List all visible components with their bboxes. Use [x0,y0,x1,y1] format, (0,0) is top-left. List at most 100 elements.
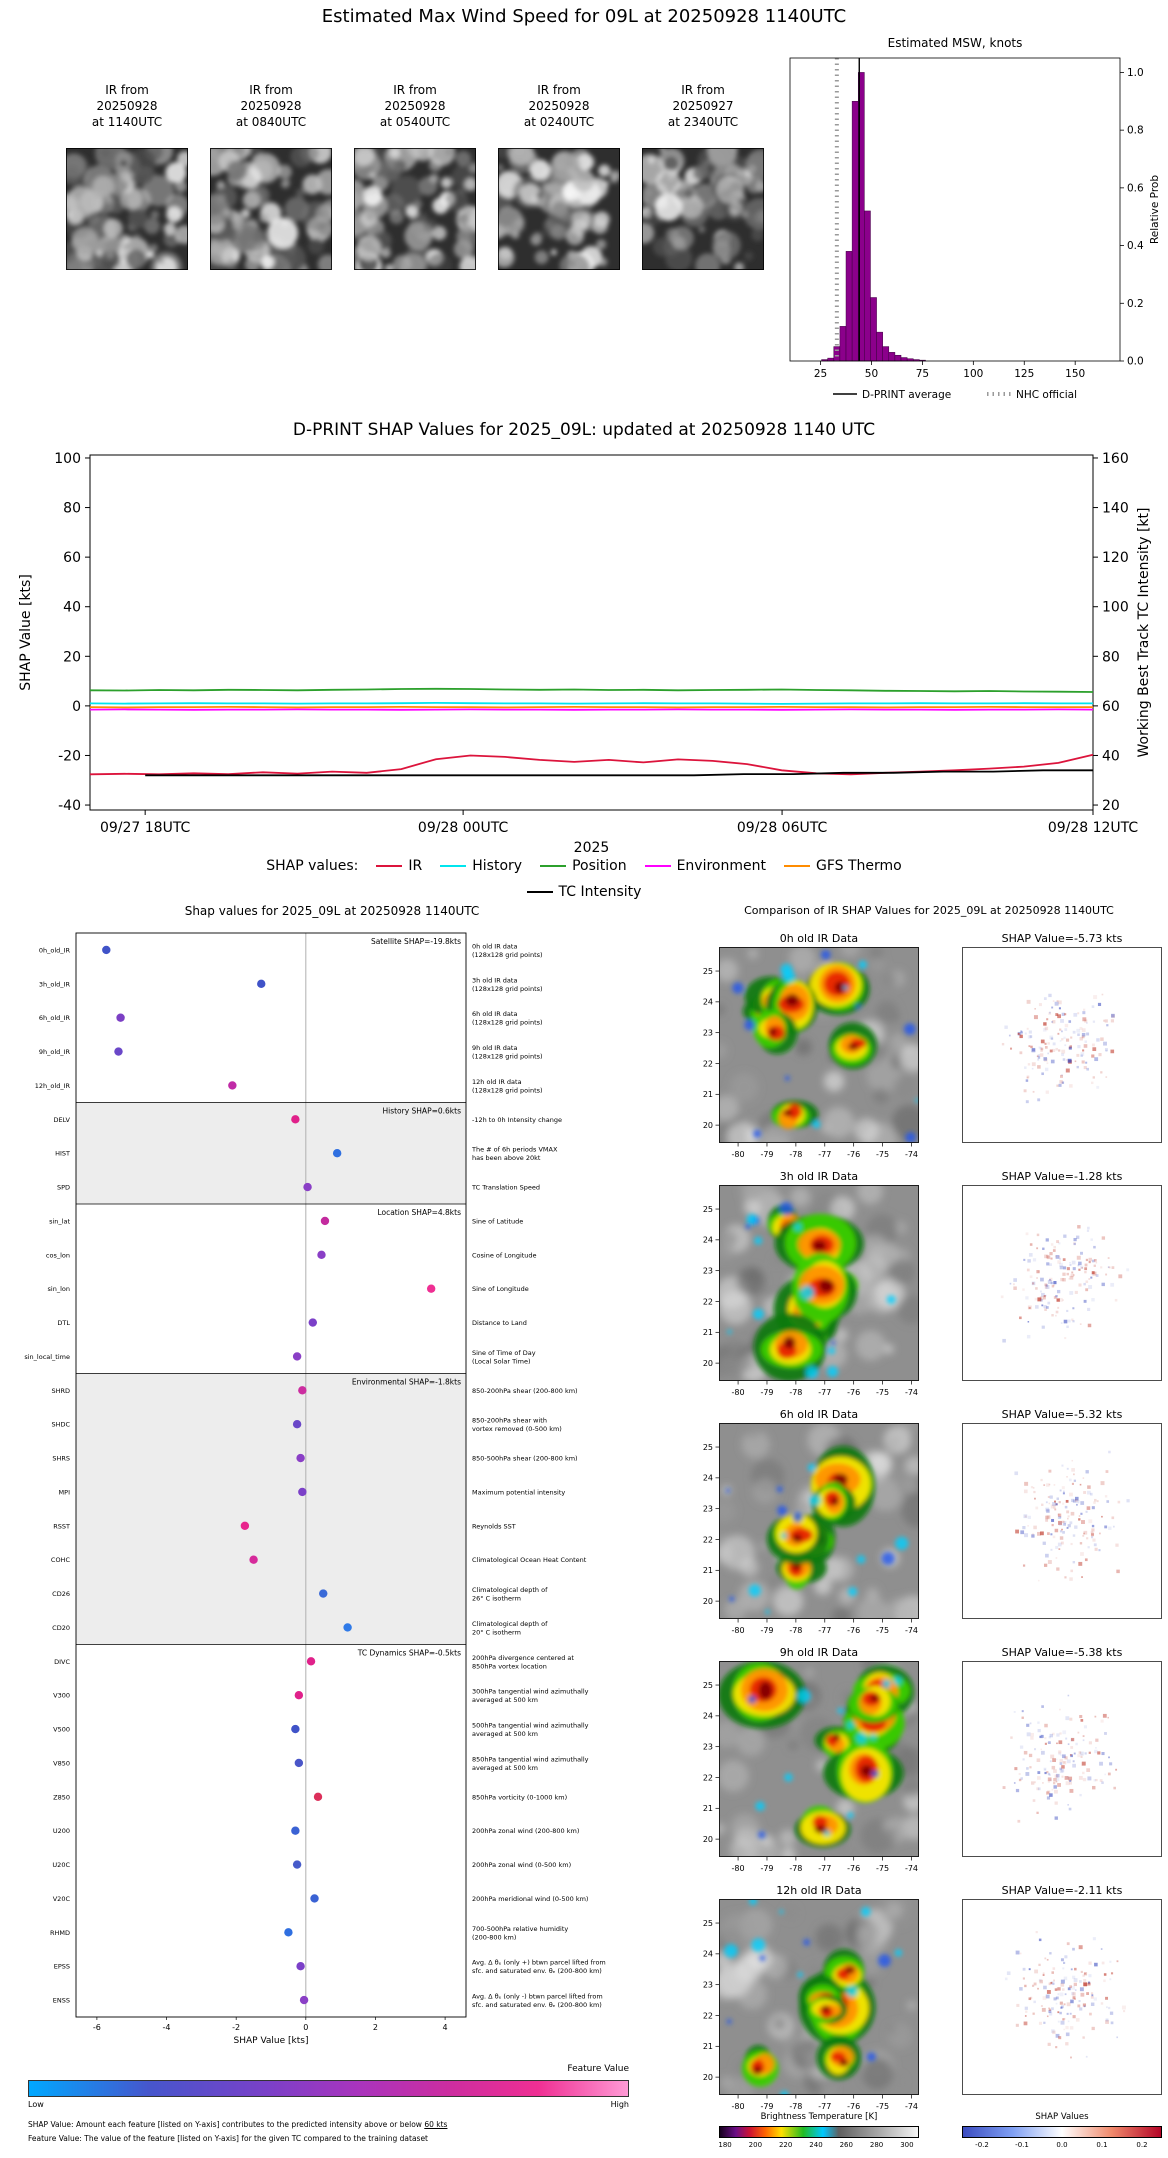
svg-text:-75: -75 [876,2102,889,2111]
svg-text:-4: -4 [163,2023,171,2032]
feature-dot [299,1995,309,2005]
shap-map-title: SHAP Value=-5.32 kts [1001,1408,1123,1421]
ts-ylabel-left: SHAP Value [kts] [18,574,34,691]
bt-colorbar-label: Brightness Temperature [K] [760,2112,878,2122]
legend-swatch [376,865,403,867]
timeseries-legend-row2: TC Intensity [0,884,1168,900]
feature-label: CD20 [52,1624,70,1632]
svg-text:75: 75 [916,368,929,380]
svg-text:-78: -78 [789,1864,802,1873]
dot-xlabel: SHAP Value [kts] [234,2036,309,2046]
svg-text:60: 60 [1102,699,1120,715]
feature-label: SHRD [51,1387,70,1395]
svg-text:0: 0 [72,699,81,715]
feature-dot [284,1928,293,1937]
svg-text:-78: -78 [789,1150,802,1159]
svg-text:-79: -79 [760,1626,773,1635]
feature-dot [291,1115,300,1124]
shap-footnote-underline: 60 kts [424,2120,448,2129]
feature-desc: 6h old IR data (128x128 grid points) [472,1010,543,1027]
svg-text:0.4: 0.4 [1127,240,1144,252]
svg-text:25: 25 [814,368,827,380]
svg-text:-76: -76 [847,1864,860,1873]
feature-desc: 9h old IR data (128x128 grid points) [472,1044,543,1061]
svg-text:24: 24 [703,1950,713,1959]
feature-dot [294,1758,304,1768]
svg-text:-76: -76 [847,1626,860,1635]
feature-dot [294,1690,304,1700]
shap-footnote-text: SHAP Value: Amount each feature [listed … [28,2120,425,2129]
svg-text:100: 100 [1102,600,1129,616]
legend-item-ir: IR [376,858,422,874]
svg-text:125: 125 [1014,368,1034,380]
svg-text:20: 20 [703,1597,713,1606]
legend-swatch [540,865,567,867]
feature-label: sin_lat [49,1217,70,1225]
legend-label: TC Intensity [558,884,642,900]
feature-dot [249,1555,258,1564]
series-position [89,687,1094,693]
svg-text:80: 80 [63,501,81,517]
legend-prefix: SHAP values: [266,858,359,874]
svg-text:-76: -76 [847,2102,860,2111]
shap-colorbar-ticks: -0.2 -0.1 0.0 0.1 0.2 [962,2141,1162,2151]
ir-data-map [719,1423,919,1619]
feature-desc: Sine of Longitude [472,1285,529,1293]
legend-item-tc-intensity: TC Intensity [526,884,642,900]
svg-text:-75: -75 [876,1864,889,1873]
feature-dot [257,979,266,989]
legend-item-gfs-thermo: GFS Thermo [783,858,902,874]
feature-dot [240,1521,250,1531]
feature-desc: Sine of Latitude [472,1217,523,1225]
colorbar-tick: 240 [809,2141,823,2149]
feature-label: COHC [51,1556,71,1564]
series-gfs-thermo [89,705,1093,709]
svg-text:-80: -80 [732,1626,745,1635]
timeseries-title: D-PRINT SHAP Values for 2025_09L: update… [292,420,876,440]
legend-label: History [472,858,523,874]
svg-text:20: 20 [703,2073,713,2082]
svg-text:-75: -75 [876,1626,889,1635]
feature-dot [298,1487,307,1497]
svg-text:-6: -6 [93,2023,101,2032]
svg-text:-80: -80 [732,1864,745,1873]
colorbar-tick: 0.2 [1136,2141,1148,2149]
ir-map-title: 12h old IR Data [776,1884,862,1897]
shap-map-title: SHAP Value=-5.73 kts [1001,932,1123,945]
svg-text:-74: -74 [905,2102,918,2111]
svg-text:23: 23 [703,1742,713,1751]
legend-item-environment: Environment [644,858,766,874]
svg-text:0.2: 0.2 [1127,298,1144,310]
svg-text:100: 100 [963,368,983,380]
legend-nhc-official: NHC official [1016,389,1077,401]
group-header: Environmental SHAP=-1.8kts [352,1377,461,1386]
shap-map-title: SHAP Value=-2.11 kts [1001,1884,1123,1897]
series-tc-intensity [145,769,1093,777]
feature-label: HIST [55,1150,70,1158]
feature-desc: Sine of Time of Day (Local Solar Time) [472,1349,536,1366]
feature-desc: Avg. Δ θₑ (only -) btwn parcel lifted fr… [472,1993,603,2010]
shap-dot-plot: Satellite SHAP=-19.8kts 0h_old_IR 0h old I… [24,932,606,2046]
legend-swatch [783,865,810,867]
svg-text:150: 150 [1065,368,1085,380]
feature-dot [313,1792,323,1802]
svg-text:25: 25 [703,1443,713,1452]
feature-label: V500 [53,1726,70,1734]
feature-desc: Climatological depth of 20° C isotherm [472,1620,548,1637]
feature-label: U20C [52,1861,70,1869]
colorbar-tick: 0.0 [1056,2141,1068,2149]
ir-thumbnail-label: IR from 20250928 at 0240UTC [523,83,595,129]
feature-dot [291,1724,300,1734]
shap-colorbar [962,2126,1162,2138]
legend-swatch [440,865,467,867]
feature-label: MPI [59,1488,71,1496]
feature-label: DIVC [54,1658,70,1666]
svg-text:22: 22 [703,1773,713,1782]
legend-label: GFS Thermo [815,858,902,874]
feature-desc: 850hPa tangential wind azimuthally averag… [472,1755,589,1772]
feature-dot [291,1826,300,1835]
svg-text:09/28 12UTC: 09/28 12UTC [1048,820,1139,836]
feature-footnote: Feature Value: The value of the feature … [28,2134,429,2143]
svg-text:21: 21 [703,2042,713,2051]
svg-text:-79: -79 [760,1388,773,1397]
